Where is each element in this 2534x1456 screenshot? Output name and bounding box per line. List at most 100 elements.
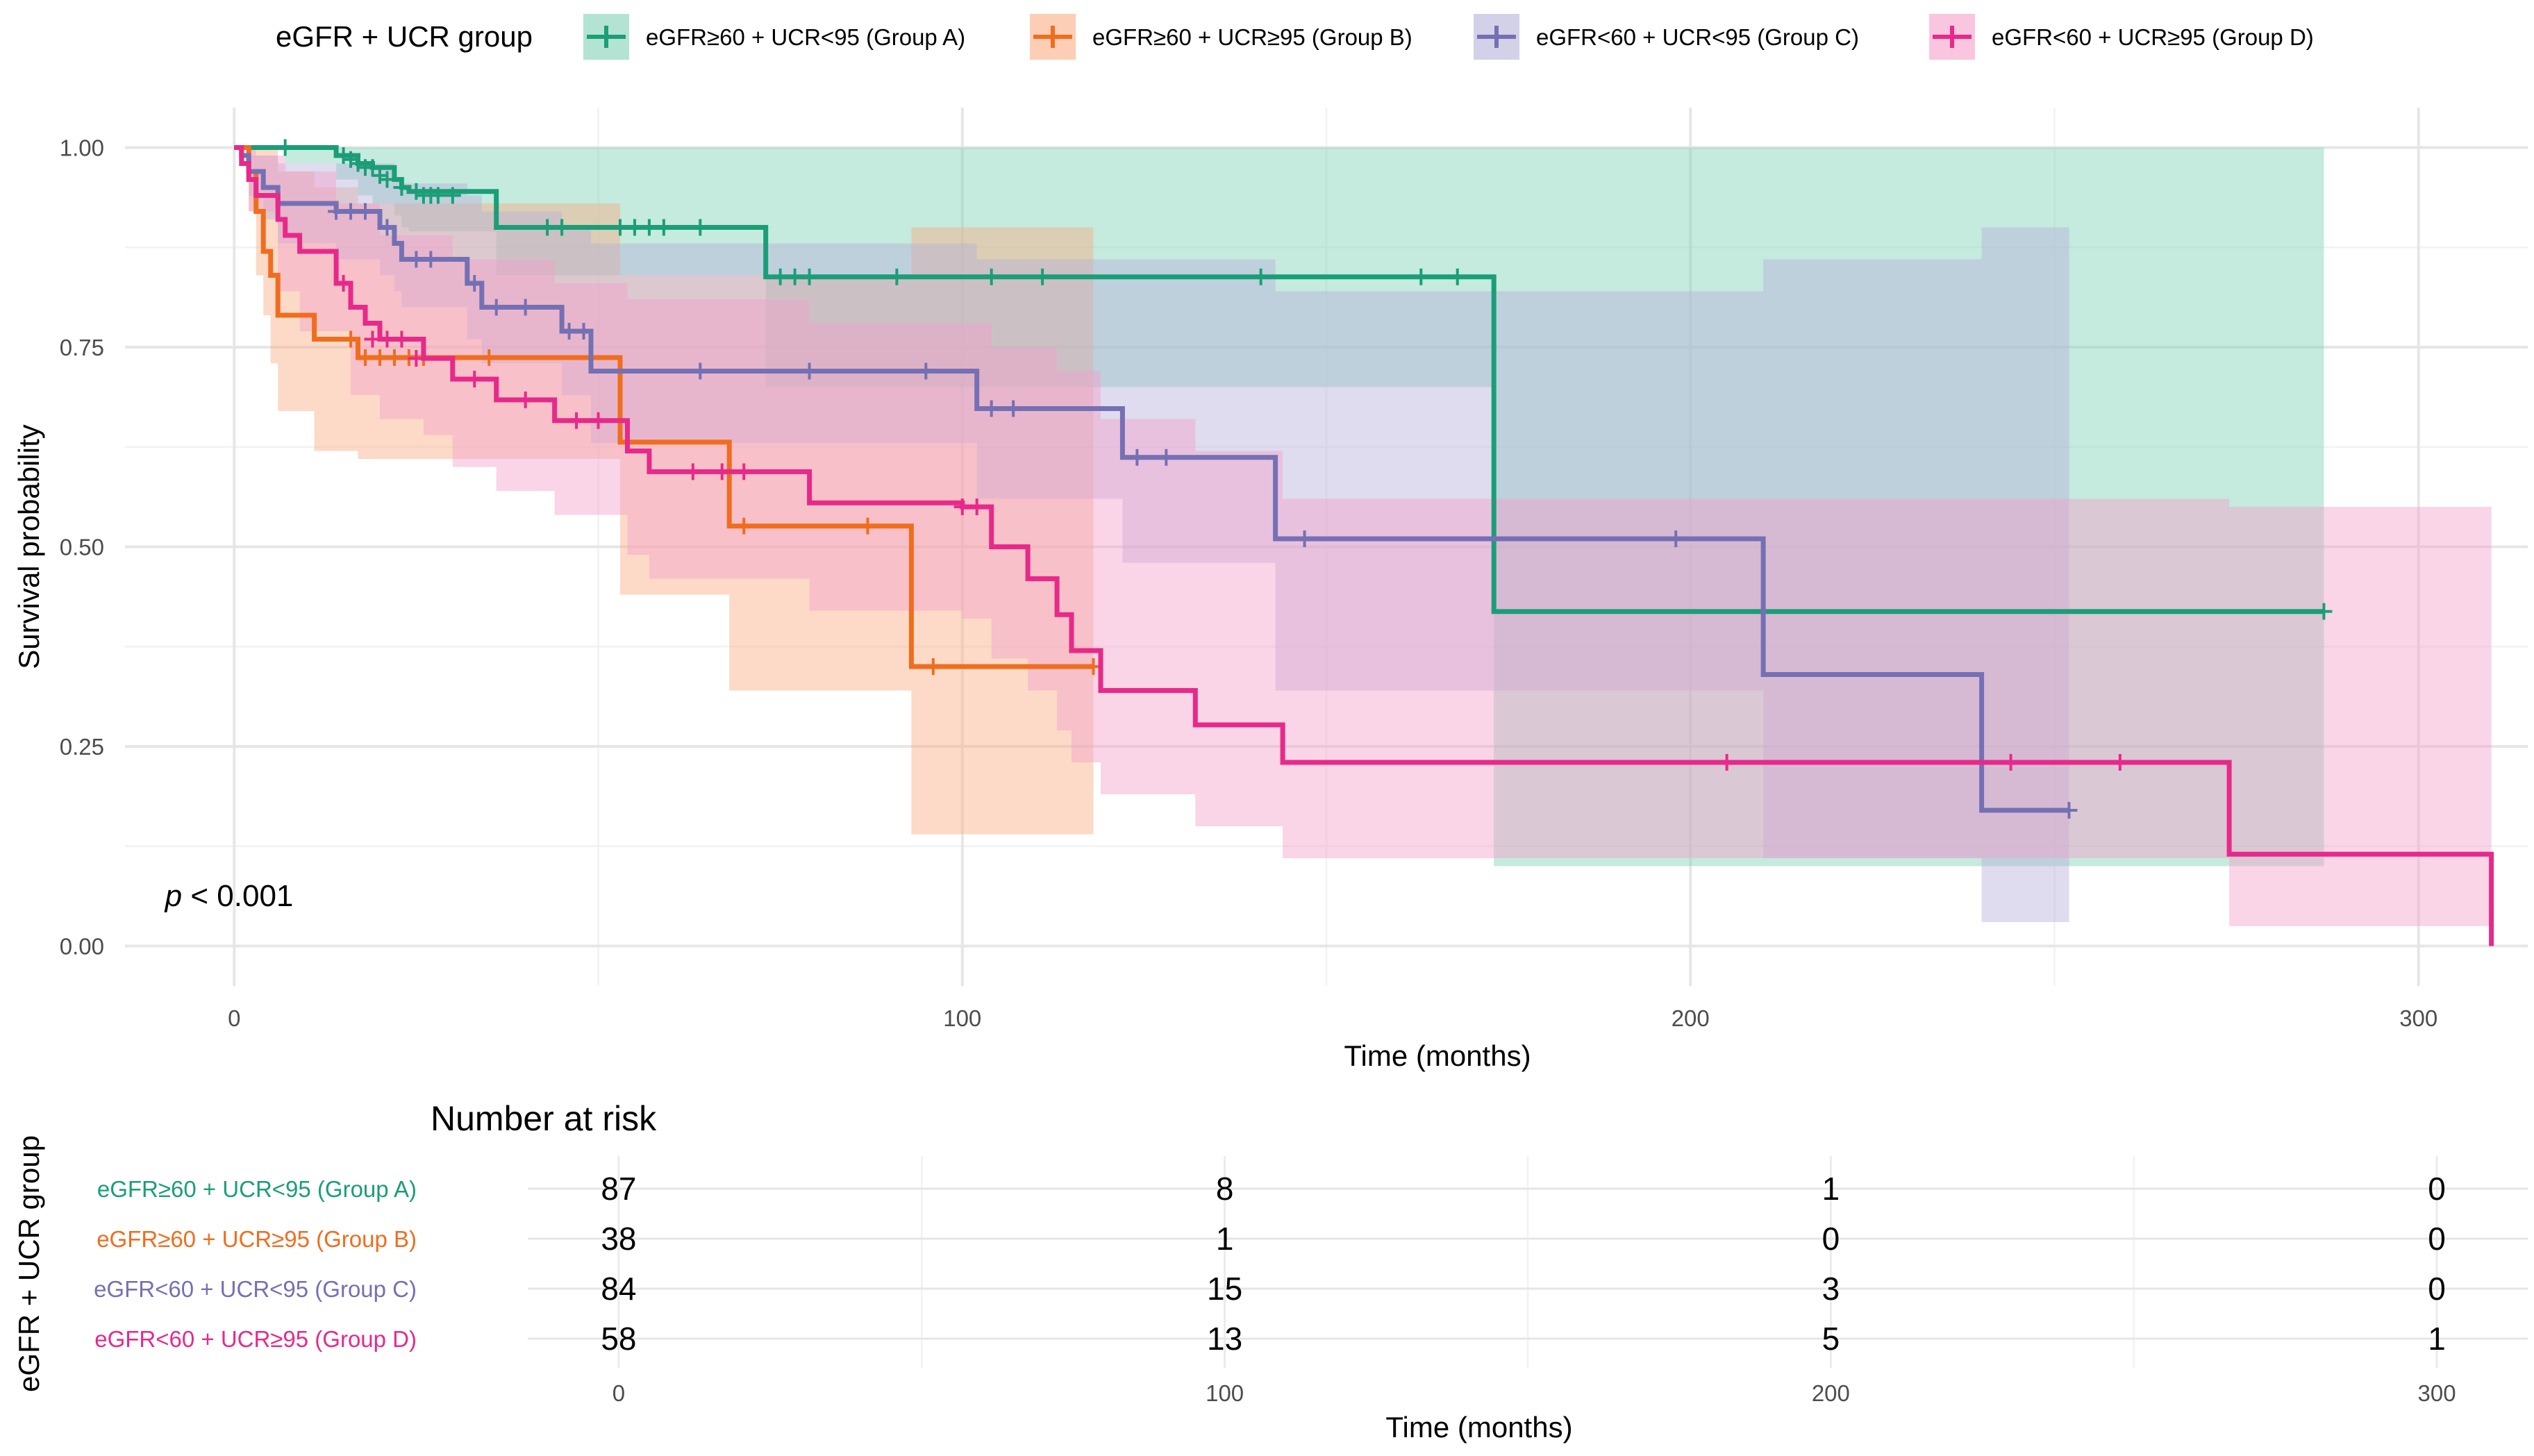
censor-mark-3-8	[590, 412, 607, 429]
censor-mark-0-0	[276, 139, 294, 156]
censor-mark-3-13	[968, 499, 985, 515]
risk-x-tick-label: 300	[2418, 1380, 2456, 1406]
risk-row-label: eGFR≥60 + UCR≥95 (Group B)	[97, 1226, 417, 1252]
censor-mark-1-0	[342, 330, 360, 348]
censor-mark-3-7	[568, 412, 585, 429]
x-tick-label: 200	[1672, 1005, 1710, 1031]
risk-count: 1	[1216, 1221, 1234, 1257]
censor-mark-0-8	[393, 179, 410, 196]
censor-mark-3-2	[378, 330, 396, 348]
legend-key-line-0	[587, 26, 626, 48]
risk-count: 1	[2428, 1321, 2446, 1357]
censor-mark-1-2	[371, 349, 388, 366]
censor-mark-0-15	[553, 219, 571, 236]
censor-mark-2-13	[917, 362, 935, 380]
x-tick-label: 0	[228, 1005, 240, 1031]
censor-mark-1-3	[385, 349, 403, 366]
censor-mark-0-27	[1252, 268, 1269, 285]
risk-x-axis-title: Time (months)	[1385, 1411, 1572, 1444]
censor-mark-3-0	[335, 275, 352, 292]
risk-count: 13	[1207, 1321, 1242, 1357]
censor-mark-0-28	[1412, 268, 1430, 285]
censor-mark-3-11	[735, 463, 753, 480]
censor-mark-3-10	[713, 463, 731, 480]
risk-count: 87	[601, 1171, 636, 1207]
censor-mark-1-7	[735, 517, 753, 535]
y-tick-label: 0.00	[60, 934, 104, 960]
censor-mark-3-4	[408, 350, 425, 367]
confidence-band-1	[234, 147, 1094, 835]
risk-x-tick-label: 200	[1812, 1380, 1850, 1406]
legend-item-label: eGFR≥60 + UCR<95 (Group A)	[646, 24, 965, 50]
censor-mark-3-1	[364, 330, 381, 348]
risk-table-panel: Number at risk eGFR≥60 + UCR<95 (Group A)…	[12, 1099, 2528, 1444]
censor-mark-2-12	[801, 362, 818, 380]
risk-y-axis-title: eGFR + UCR group	[12, 1135, 45, 1392]
censor-mark-0-9	[408, 183, 425, 200]
risk-count: 15	[1207, 1271, 1242, 1307]
censor-mark-3-9	[684, 463, 701, 480]
risk-count: 8	[1216, 1171, 1234, 1207]
risk-row-label: eGFR<60 + UCR≥95 (Group D)	[94, 1326, 417, 1352]
censor-mark-3-6	[517, 391, 534, 408]
y-tick-label: 0.75	[60, 335, 104, 360]
censor-mark-1-9	[924, 658, 942, 675]
y-tick-label: 0.25	[60, 734, 104, 760]
censor-mark-2-19	[1667, 530, 1685, 547]
censor-mark-0-25	[983, 268, 1000, 285]
censor-mark-0-26	[1034, 268, 1051, 285]
censor-mark-3-14	[1718, 754, 1735, 771]
risk-x-tick-label: 0	[612, 1380, 625, 1406]
p-value-annotation: p < 0.001	[164, 879, 294, 913]
censor-mark-2-1	[342, 203, 360, 220]
censor-mark-2-3	[378, 219, 396, 236]
censor-mark-2-5	[422, 251, 440, 268]
censor-mark-2-14	[983, 400, 1000, 417]
censor-mark-2-9	[560, 323, 578, 340]
legend: eGFR + UCR group eGFR≥60 + UCR<95 (Group …	[276, 14, 2314, 60]
legend-key-line-2	[1477, 26, 1516, 48]
risk-count: 58	[601, 1321, 636, 1357]
censor-mark-0-5	[364, 159, 381, 176]
censor-mark-0-6	[371, 167, 388, 184]
censor-mark-0-16	[611, 219, 628, 236]
risk-table-title: Number at risk	[431, 1099, 657, 1138]
censor-mark-2-18	[1296, 530, 1313, 547]
confidence-band-2	[234, 147, 2069, 922]
risk-count: 84	[601, 1271, 636, 1307]
legend-title: eGFR + UCR group	[276, 20, 533, 53]
censor-mark-3-12	[953, 499, 971, 515]
censor-mark-2-17	[1158, 449, 1175, 466]
censor-mark-0-1	[335, 147, 352, 164]
censor-mark-0-22	[786, 268, 803, 285]
censor-mark-0-13	[444, 187, 461, 204]
risk-x-tick-label: 100	[1206, 1380, 1244, 1406]
censor-mark-0-19	[655, 219, 672, 236]
censor-mark-0-21	[772, 268, 789, 285]
censor-mark-0-23	[801, 268, 818, 285]
censor-mark-2-0	[328, 203, 345, 220]
censor-mark-0-30	[2315, 603, 2333, 620]
censor-mark-2-20	[2060, 802, 2078, 819]
censor-mark-0-29	[1449, 268, 1466, 285]
censor-mark-1-6	[481, 349, 498, 366]
censor-mark-0-7	[378, 171, 396, 188]
censor-mark-0-12	[429, 187, 447, 204]
risk-count: 3	[1822, 1271, 1840, 1307]
censor-mark-0-24	[888, 268, 906, 285]
risk-count: 0	[2428, 1271, 2446, 1307]
censor-mark-0-17	[626, 219, 643, 236]
censor-mark-3-3	[393, 330, 410, 348]
survival-curve-2	[234, 145, 2069, 813]
legend-item-label: eGFR≥60 + UCR≥95 (Group B)	[1092, 24, 1412, 50]
km-plot-panel: 0 100 200 300 0.00 0.25 0.50 0.75 1.00 Time (mont…	[12, 108, 2528, 1072]
censor-mark-2-7	[487, 299, 505, 316]
risk-count: 1	[1822, 1171, 1840, 1207]
censor-mark-2-2	[357, 203, 374, 220]
x-tick-label: 100	[943, 1005, 981, 1031]
censor-mark-0-20	[692, 219, 709, 236]
risk-count: 5	[1822, 1321, 1840, 1357]
censor-mark-2-4	[408, 251, 425, 268]
